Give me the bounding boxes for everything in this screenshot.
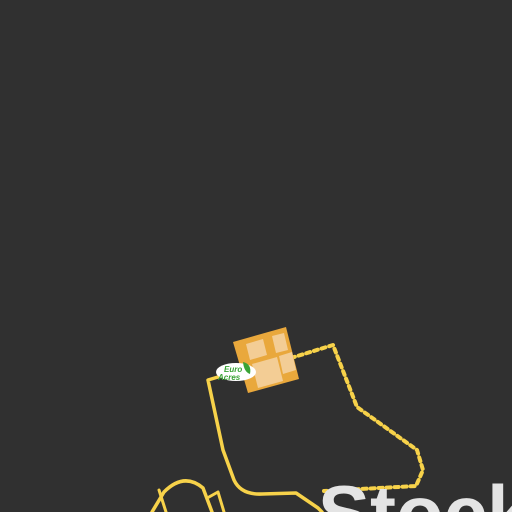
road-network	[150, 343, 425, 512]
dotted-road	[289, 343, 425, 493]
depot-inner-right	[279, 352, 296, 374]
poi-line1: Euro	[224, 365, 242, 374]
city-label: Stock	[318, 469, 512, 512]
road-stub	[157, 488, 168, 512]
poi-line2: Acres	[217, 373, 241, 382]
road-stub-right	[207, 490, 226, 512]
depot-inner-bottom	[252, 357, 283, 388]
main-road	[206, 372, 324, 512]
company-logo-icon[interactable]: Euro Acres	[216, 362, 256, 382]
depot-inner-top-right	[272, 333, 288, 353]
depot-marker[interactable]	[233, 327, 299, 393]
logo-leaf	[243, 362, 251, 374]
depot-inner-top-left	[246, 339, 267, 360]
loop-road	[150, 479, 214, 512]
